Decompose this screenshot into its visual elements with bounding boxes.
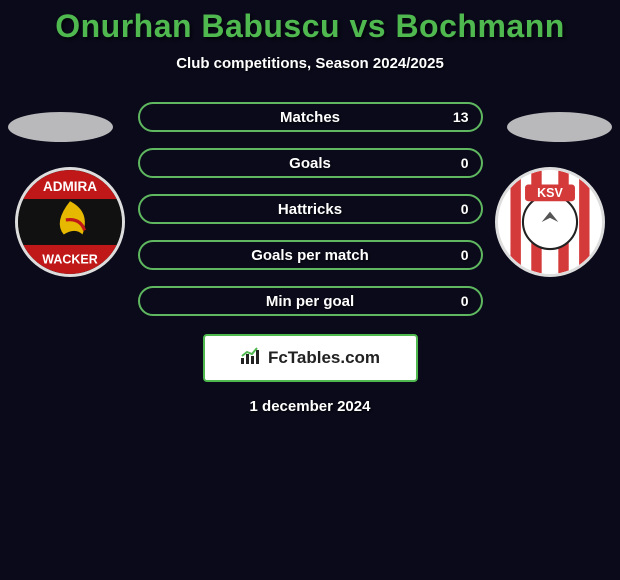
fctables-logo: FcTables.com — [203, 334, 418, 382]
stats-list: Matches13Goals0Hattricks0Goals per match… — [138, 102, 483, 316]
subtitle: Club competitions, Season 2024/2025 — [0, 55, 620, 72]
svg-text:WACKER: WACKER — [42, 253, 97, 267]
stat-value-right: 0 — [461, 201, 469, 217]
stat-value-right: 0 — [461, 155, 469, 171]
player-ellipse-right — [507, 112, 612, 142]
stat-row: Hattricks 0 — [138, 194, 483, 224]
admira-badge-icon: ADMIRA WACKER — [18, 170, 122, 274]
stat-row: Matches 13 — [138, 102, 483, 132]
stat-value-right: 0 — [461, 247, 469, 263]
stat-label: Goals — [289, 155, 331, 172]
stat-value-right: 13 — [453, 109, 469, 125]
stat-value-right: 0 — [461, 293, 469, 309]
club-badge-left: ADMIRA WACKER — [15, 167, 125, 277]
stat-label: Matches — [280, 109, 340, 126]
stat-row: Goals 0 — [138, 148, 483, 178]
stat-row: Goals per match 0 — [138, 240, 483, 270]
logo-text: FcTables.com — [268, 348, 380, 368]
stat-label: Goals per match — [251, 247, 369, 264]
ksv-badge-icon: KSV — [498, 170, 602, 274]
stat-row: Min per goal 0 — [138, 286, 483, 316]
club-badge-right: KSV — [495, 167, 605, 277]
date-line: 1 december 2024 — [0, 398, 620, 415]
stat-label: Hattricks — [278, 201, 342, 218]
svg-text:ADMIRA: ADMIRA — [43, 179, 97, 194]
compare-area: ADMIRA WACKER KSV — [0, 102, 620, 415]
player-ellipse-left — [8, 112, 113, 142]
stat-label: Min per goal — [266, 293, 354, 310]
chart-icon — [240, 347, 262, 370]
comparison-card: Onurhan Babuscu vs Bochmann Club competi… — [0, 0, 620, 415]
page-title: Onurhan Babuscu vs Bochmann — [0, 8, 620, 45]
svg-text:KSV: KSV — [537, 186, 563, 200]
